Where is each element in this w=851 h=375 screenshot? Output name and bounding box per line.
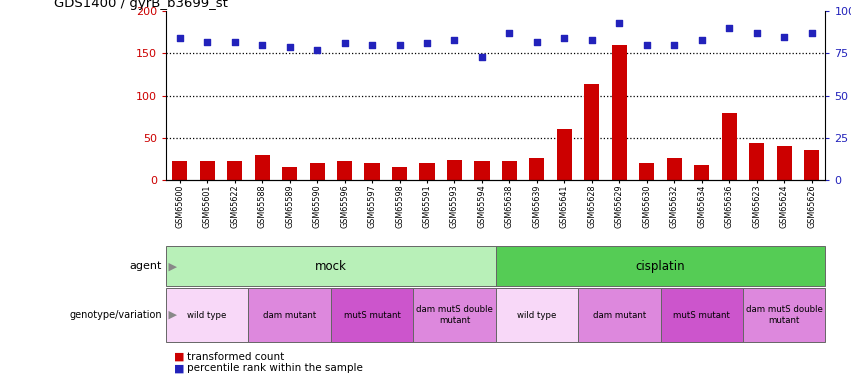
Point bbox=[392, 42, 406, 48]
Bar bbox=[578, 288, 660, 342]
Bar bbox=[248, 288, 331, 342]
Bar bbox=[694, 165, 710, 180]
Point bbox=[173, 35, 186, 41]
Bar bbox=[667, 158, 682, 180]
Bar bbox=[447, 160, 462, 180]
Text: ■: ■ bbox=[174, 352, 185, 362]
Point bbox=[613, 20, 626, 26]
Point bbox=[667, 42, 681, 48]
Bar bbox=[392, 167, 407, 180]
Bar bbox=[612, 45, 627, 180]
Point bbox=[557, 35, 571, 41]
Bar bbox=[502, 161, 517, 180]
Point bbox=[365, 42, 379, 48]
Text: ▶: ▶ bbox=[165, 261, 177, 271]
Bar bbox=[639, 163, 654, 180]
Bar bbox=[364, 163, 380, 180]
Bar bbox=[495, 288, 578, 342]
Bar bbox=[660, 288, 743, 342]
Bar bbox=[529, 158, 545, 180]
Text: transformed count: transformed count bbox=[187, 352, 284, 362]
Bar bbox=[172, 161, 187, 180]
Text: wild type: wild type bbox=[517, 310, 557, 320]
Text: wild type: wild type bbox=[187, 310, 227, 320]
Bar bbox=[227, 161, 243, 180]
Bar bbox=[166, 246, 495, 286]
Text: dam mutS double
mutant: dam mutS double mutant bbox=[416, 305, 493, 325]
Bar bbox=[495, 246, 825, 286]
Point bbox=[695, 37, 709, 43]
Point bbox=[311, 47, 324, 53]
Point bbox=[750, 30, 763, 36]
Bar bbox=[331, 288, 414, 342]
Bar bbox=[166, 288, 248, 342]
Text: ■: ■ bbox=[174, 363, 185, 373]
Point bbox=[255, 42, 269, 48]
Bar bbox=[282, 166, 297, 180]
Bar bbox=[585, 84, 599, 180]
Point bbox=[448, 37, 461, 43]
Bar bbox=[557, 129, 572, 180]
Text: cisplatin: cisplatin bbox=[636, 260, 685, 273]
Bar bbox=[200, 161, 214, 180]
Text: genotype/variation: genotype/variation bbox=[69, 310, 162, 320]
Point bbox=[228, 39, 242, 45]
Bar bbox=[310, 163, 324, 180]
Point bbox=[475, 54, 488, 60]
Bar bbox=[749, 143, 764, 180]
Point bbox=[338, 40, 351, 46]
Text: GDS1400 / gyrB_b3699_st: GDS1400 / gyrB_b3699_st bbox=[54, 0, 228, 10]
Point bbox=[640, 42, 654, 48]
Bar bbox=[474, 161, 489, 180]
Text: mutS mutant: mutS mutant bbox=[673, 310, 730, 320]
Bar bbox=[743, 288, 825, 342]
Bar bbox=[337, 161, 352, 180]
Text: agent: agent bbox=[129, 261, 162, 271]
Point bbox=[722, 25, 736, 31]
Point bbox=[420, 40, 434, 46]
Text: dam mutant: dam mutant bbox=[593, 310, 646, 320]
Bar bbox=[804, 150, 820, 180]
Point bbox=[503, 30, 517, 36]
Point bbox=[283, 44, 296, 50]
Point bbox=[778, 34, 791, 40]
Bar bbox=[254, 154, 270, 180]
Bar bbox=[414, 288, 495, 342]
Bar bbox=[722, 112, 737, 180]
Text: ▶: ▶ bbox=[165, 310, 177, 320]
Point bbox=[530, 39, 544, 45]
Point bbox=[200, 39, 214, 45]
Text: mock: mock bbox=[315, 260, 346, 273]
Point bbox=[805, 30, 819, 36]
Text: dam mutant: dam mutant bbox=[263, 310, 317, 320]
Text: dam mutS double
mutant: dam mutS double mutant bbox=[745, 305, 823, 325]
Text: percentile rank within the sample: percentile rank within the sample bbox=[187, 363, 363, 373]
Bar bbox=[777, 146, 791, 180]
Point bbox=[585, 37, 599, 43]
Text: mutS mutant: mutS mutant bbox=[344, 310, 401, 320]
Bar bbox=[420, 163, 435, 180]
